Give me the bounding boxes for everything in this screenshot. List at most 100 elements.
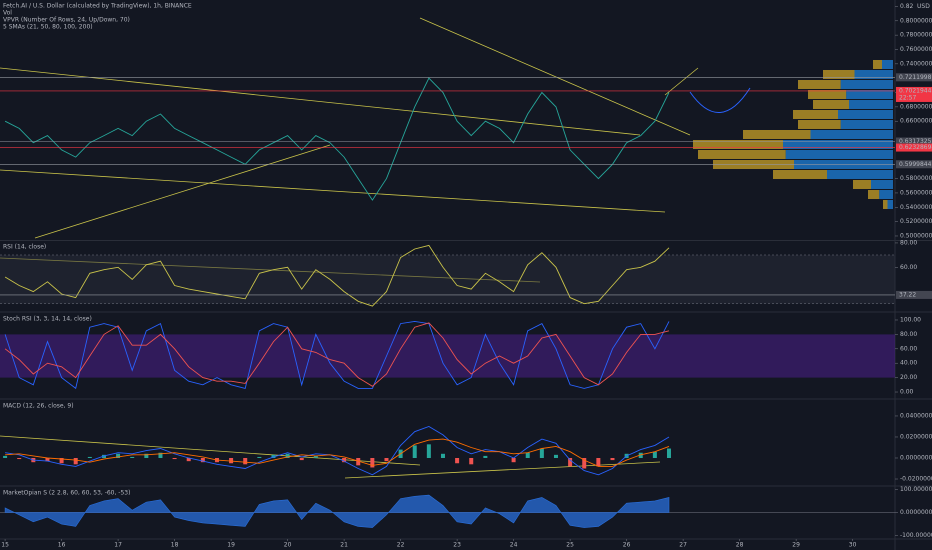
- indicator-label: VPVR (Number Of Rows, 24, Up/Down, 70): [3, 17, 130, 24]
- x-tick-label: 17: [114, 542, 122, 549]
- price-label-box: [896, 137, 932, 146]
- histogram-bar: [73, 457, 78, 465]
- x-tick-label: 23: [453, 542, 461, 549]
- trendline: [419, 17, 691, 136]
- histogram-bar: [483, 455, 488, 458]
- histogram-bar: [271, 454, 276, 458]
- y-tick-label: 80.00: [900, 239, 917, 246]
- histogram-bar: [243, 457, 248, 465]
- panel-title: MarketOpian S (2 2.8, 60, 60, 53, -60, -…: [3, 490, 130, 497]
- histogram-bar: [440, 453, 445, 458]
- price-label-note: 22:57: [899, 94, 916, 101]
- price-label: 0.62328694: [899, 144, 932, 151]
- histogram-bar: [229, 457, 234, 464]
- price-label: 0.59998443: [899, 161, 932, 168]
- histogram-bar: [511, 457, 516, 463]
- y-tick-label: 60.00: [900, 345, 917, 352]
- profile-down: [853, 180, 871, 189]
- profile-down: [798, 80, 841, 89]
- projection-curve: [689, 87, 751, 113]
- histogram-bar: [568, 457, 573, 467]
- profile-down: [793, 110, 838, 119]
- histogram-bar: [116, 453, 121, 458]
- profile-down: [823, 70, 855, 79]
- price-label-box: [896, 160, 932, 169]
- profile-down: [698, 150, 786, 159]
- x-tick-label: 18: [171, 542, 179, 549]
- histogram-bar: [130, 456, 135, 458]
- trendline: [344, 461, 661, 479]
- profile-up: [887, 200, 893, 209]
- series-line: [5, 426, 670, 476]
- series-line: [5, 438, 670, 467]
- x-tick-label: 28: [736, 542, 744, 549]
- y-tick-label: 80.00: [900, 331, 917, 338]
- y-tick-label: 0.00: [900, 389, 914, 396]
- profile-up: [840, 80, 893, 89]
- histogram-bar: [356, 457, 361, 466]
- panel-title: RSI (14, close): [3, 244, 46, 251]
- histogram-bar: [596, 457, 601, 467]
- profile-up: [840, 120, 893, 129]
- y-unit: USD: [917, 3, 930, 10]
- y-tick-label: 60.00: [900, 264, 917, 271]
- histogram-bar: [610, 457, 615, 461]
- y-tick-label: 40.00: [900, 360, 917, 367]
- profile-down: [868, 190, 880, 199]
- price-label-box: [896, 143, 932, 152]
- x-tick-label: 22: [397, 542, 405, 549]
- histogram-bar: [666, 448, 671, 458]
- profile-down: [773, 170, 827, 179]
- indicator-label: 5 SMAs (21, 50, 80, 100, 200): [3, 24, 93, 31]
- histogram-bar: [412, 445, 417, 458]
- histogram-bar: [257, 456, 262, 458]
- histogram-bar: [87, 456, 92, 458]
- histogram-bar: [158, 452, 163, 458]
- x-tick-label: 27: [679, 542, 687, 549]
- profile-up: [827, 170, 893, 179]
- histogram-bar: [172, 457, 177, 460]
- histogram-bar: [539, 448, 544, 458]
- profile-up: [846, 90, 893, 99]
- profile-up: [879, 190, 893, 199]
- profile-up: [810, 130, 893, 139]
- price-label: 0.70219443: [899, 87, 932, 94]
- histogram-bar: [342, 457, 347, 463]
- profile-up: [849, 100, 893, 109]
- histogram-bar: [144, 453, 149, 458]
- profile-down: [798, 120, 841, 129]
- panel-title: Stoch RSI (3, 3, 14, 14, close): [3, 316, 92, 323]
- x-tick-label: 29: [792, 542, 800, 549]
- profile-up: [785, 150, 893, 159]
- price-label-box: [896, 290, 932, 299]
- trendline: [664, 67, 699, 96]
- histogram-bar: [469, 457, 474, 465]
- trendline: [34, 144, 331, 239]
- profile-down: [813, 100, 849, 109]
- price-label: 0.72119986: [899, 74, 932, 81]
- histogram-bar: [200, 457, 205, 463]
- y-tick-label: 0.0000000: [900, 509, 932, 516]
- volume-profile: [693, 60, 893, 209]
- histogram-bar: [59, 457, 64, 464]
- profile-down: [873, 60, 882, 69]
- series-line: [4, 244, 670, 307]
- histogram-bar: [45, 457, 50, 462]
- histogram-bar: [285, 453, 290, 458]
- x-tick-label: 21: [340, 542, 348, 549]
- panel-title: MACD (12, 26, close, 9): [3, 403, 74, 410]
- x-tick-label: 24: [510, 542, 518, 549]
